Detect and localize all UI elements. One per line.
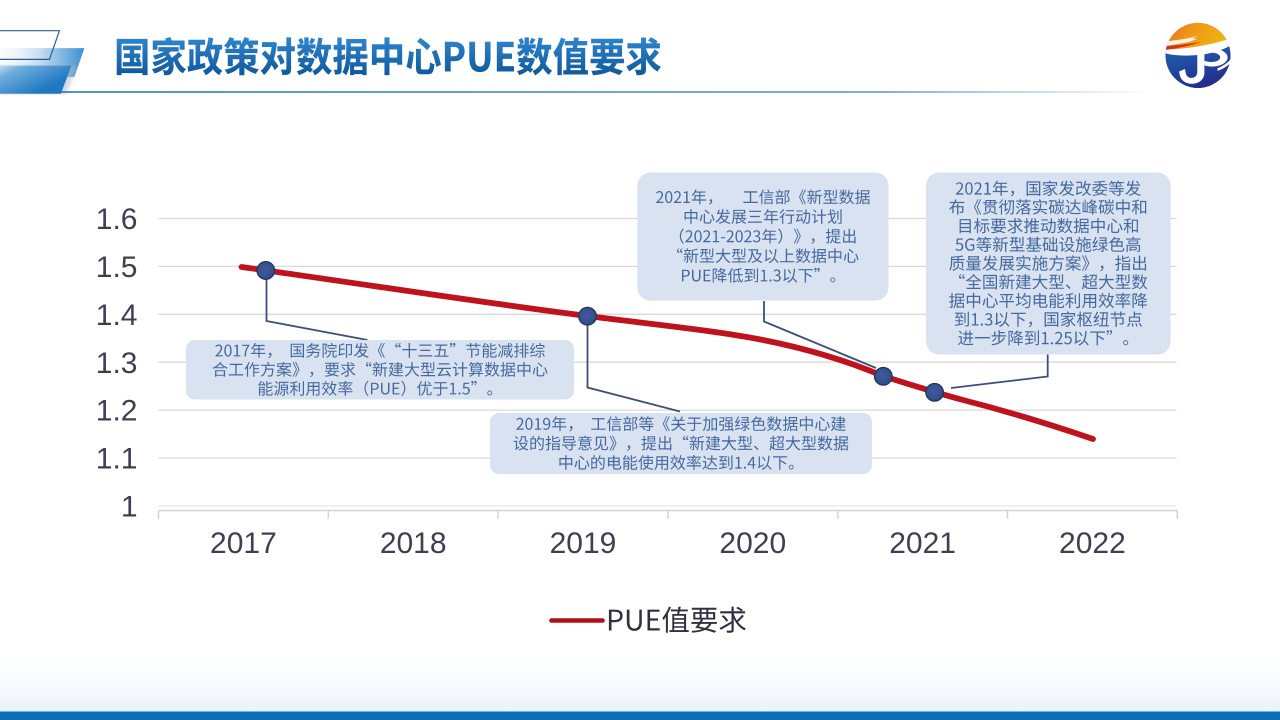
- svg-text:2017: 2017: [210, 527, 277, 560]
- svg-text:2021: 2021: [889, 527, 956, 560]
- svg-text:2018: 2018: [380, 527, 447, 560]
- svg-text:1.5: 1.5: [96, 251, 138, 284]
- svg-text:2020: 2020: [719, 527, 786, 560]
- svg-text:2022: 2022: [1059, 527, 1126, 560]
- svg-text:2019: 2019: [550, 527, 617, 560]
- svg-text:1.2: 1.2: [96, 395, 138, 428]
- svg-text:1.4: 1.4: [96, 299, 138, 332]
- svg-text:1.1: 1.1: [96, 443, 138, 476]
- svg-text:1.3: 1.3: [96, 347, 138, 380]
- svg-text:1: 1: [121, 491, 138, 524]
- svg-text:1.6: 1.6: [96, 203, 138, 236]
